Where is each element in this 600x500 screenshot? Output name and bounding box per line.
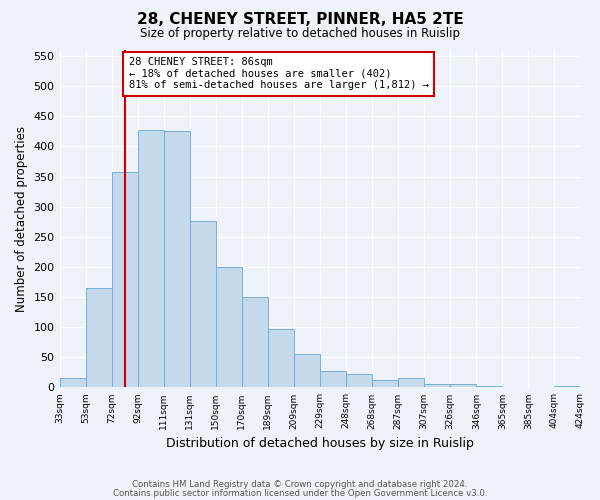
Y-axis label: Number of detached properties: Number of detached properties	[15, 126, 28, 312]
Bar	[346, 374, 372, 388]
Bar	[502, 387, 529, 388]
Bar	[112, 172, 137, 388]
Bar	[424, 384, 450, 388]
Bar	[164, 132, 190, 388]
Bar	[216, 267, 242, 388]
Bar	[86, 288, 112, 388]
X-axis label: Distribution of detached houses by size in Ruislip: Distribution of detached houses by size …	[166, 437, 474, 450]
Bar	[320, 370, 346, 388]
Bar	[476, 386, 502, 388]
Bar	[242, 297, 268, 388]
Bar	[450, 384, 476, 388]
Bar	[59, 378, 86, 388]
Bar	[554, 386, 581, 388]
Text: Size of property relative to detached houses in Ruislip: Size of property relative to detached ho…	[140, 28, 460, 40]
Text: 28 CHENEY STREET: 86sqm
← 18% of detached houses are smaller (402)
81% of semi-d: 28 CHENEY STREET: 86sqm ← 18% of detache…	[128, 57, 428, 90]
Bar	[372, 380, 398, 388]
Text: 28, CHENEY STREET, PINNER, HA5 2TE: 28, CHENEY STREET, PINNER, HA5 2TE	[137, 12, 463, 28]
Bar	[137, 130, 164, 388]
Text: Contains public sector information licensed under the Open Government Licence v3: Contains public sector information licen…	[113, 489, 487, 498]
Bar	[190, 220, 216, 388]
Bar	[294, 354, 320, 388]
Text: Contains HM Land Registry data © Crown copyright and database right 2024.: Contains HM Land Registry data © Crown c…	[132, 480, 468, 489]
Bar	[268, 329, 294, 388]
Bar	[398, 378, 424, 388]
